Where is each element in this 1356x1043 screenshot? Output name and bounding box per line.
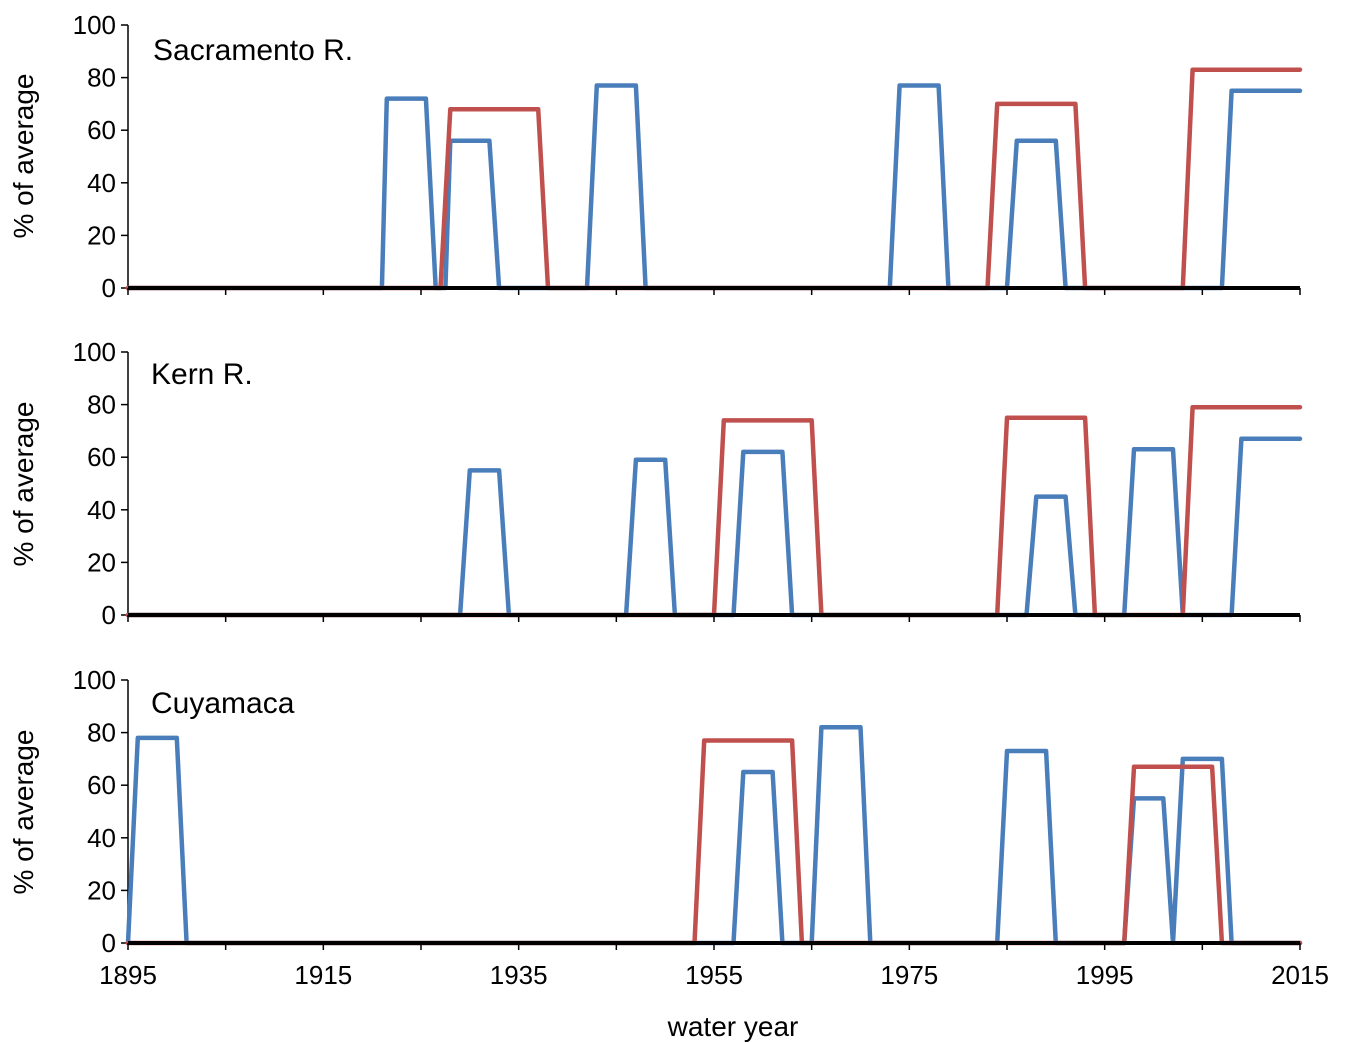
y-tick-label: 20	[87, 220, 116, 250]
y-tick-label: 20	[87, 547, 116, 577]
y-tick-label: 20	[87, 875, 116, 905]
y-tick-label: 80	[87, 390, 116, 420]
y-axis-title-sacramento: % of average	[8, 74, 39, 239]
series-line-red	[125, 67, 1303, 291]
y-tick-label: 100	[73, 10, 116, 40]
y-tick-label: 60	[87, 770, 116, 800]
y-axis-title-cuyamaca: % of average	[8, 730, 39, 895]
y-tick-label: 40	[87, 823, 116, 853]
panel-kern: Kern R. % of average 0 20 40 60 80 100	[8, 337, 1303, 630]
y-tick-label: 0	[102, 600, 116, 630]
panel-title-cuyamaca: Cuyamaca	[151, 687, 295, 720]
y-axis-title-kern: % of average	[8, 402, 39, 567]
y-tick-label: 80	[87, 63, 116, 93]
x-tick-label: 1895	[99, 960, 157, 990]
series-line-blue	[125, 83, 1303, 291]
panel-title-sacramento: Sacramento R.	[153, 34, 353, 67]
x-tick-label: 1955	[685, 960, 743, 990]
y-tick-label: 40	[87, 168, 116, 198]
panel-sacramento: Sacramento R. % of average 0 20 40 60 80 100	[8, 10, 1303, 303]
y-tick-label: 60	[87, 115, 116, 145]
panel-title-kern: Kern R.	[151, 358, 253, 391]
series-line-red	[125, 404, 1303, 618]
x-tick-label: 1995	[1076, 960, 1134, 990]
y-tick-label: 0	[102, 928, 116, 958]
y-tick-label: 80	[87, 718, 116, 748]
panel-cuyamaca: Cuyamaca % of average water year 0 20 40 60…	[8, 665, 1329, 1042]
series-line-red	[125, 738, 1303, 946]
x-tick-label: 1935	[490, 960, 548, 990]
x-axis-title: water year	[667, 1011, 799, 1042]
x-tick-label: 1975	[880, 960, 938, 990]
y-tick-label: 40	[87, 495, 116, 525]
y-tick-label: 60	[87, 442, 116, 472]
y-tick-label: 0	[102, 273, 116, 303]
x-tick-label: 2015	[1271, 960, 1329, 990]
y-tick-label: 100	[73, 337, 116, 367]
x-tick-label: 1915	[294, 960, 352, 990]
series-line-blue	[125, 436, 1303, 618]
y-tick-label: 100	[73, 665, 116, 695]
